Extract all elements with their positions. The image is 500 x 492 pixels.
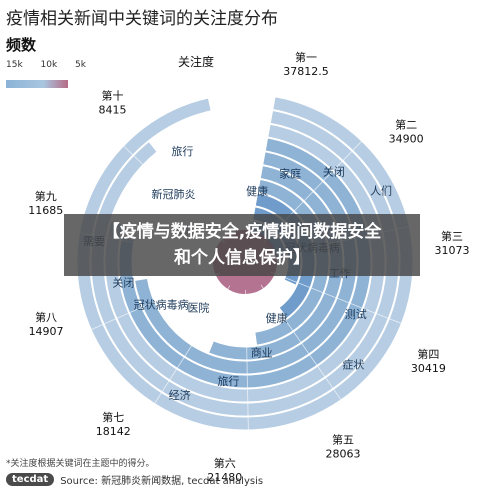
ring-bar <box>76 96 414 431</box>
banner-line: 【疫情与数据安全,疫情期间数据安全 <box>102 222 382 242</box>
keyword-label: 关闭 <box>323 165 345 179</box>
legend-ticks: 15k 10k 5k <box>6 60 86 70</box>
footer: tecdat Source: 新冠肺炎新闻数据, tecdat analysis <box>6 470 263 488</box>
topic-name: 第九 <box>35 189 57 203</box>
keyword-label: 健康 <box>266 311 288 325</box>
legend-tick: 15k <box>6 60 23 70</box>
keyword-label: 医院 <box>187 301 209 315</box>
keyword-label: 商业 <box>251 346 273 360</box>
keyword-label: 冠状病毒病 <box>134 298 189 312</box>
keyword-label: 测试 <box>345 308 367 321</box>
topic-name: 第二 <box>395 117 417 131</box>
topic-name: 第五 <box>332 432 354 446</box>
topic-name: 第七 <box>102 410 124 424</box>
header-label: 关注度 <box>178 54 214 69</box>
topic-value: 18142 <box>96 425 131 438</box>
topic-value: 34900 <box>389 132 424 145</box>
keyword-label: 家庭 <box>279 166 301 180</box>
keyword-label: 旅行 <box>171 144 193 158</box>
keyword-label: 新冠肺炎 <box>152 187 196 201</box>
banner-line: 和个人信息保护】 <box>174 248 310 268</box>
topic-name: 第八 <box>35 310 57 324</box>
legend-tick: 5k <box>75 60 86 70</box>
topic-name: 第三 <box>441 229 463 243</box>
topic-value: 21480 <box>207 471 242 484</box>
legend-gradient <box>6 80 68 88</box>
topic-value: 28063 <box>326 447 361 460</box>
topic-value: 31073 <box>435 244 470 257</box>
topic-value: 11685 <box>28 204 63 217</box>
chart-title: 疫情相关新闻中关键词的关注度分布 <box>6 9 278 29</box>
spoke <box>260 284 346 407</box>
spoke <box>245 289 249 438</box>
ring-bar <box>90 109 400 417</box>
keyword-label: 关闭 <box>112 275 134 289</box>
chart-subtitle: 频数 <box>6 36 37 54</box>
topic-name: 第六 <box>214 456 236 470</box>
spoke <box>149 285 231 411</box>
keyword-label: 症状 <box>342 358 364 372</box>
topic-name: 第四 <box>417 347 439 361</box>
overlay-banner: 【疫情与数据安全,疫情期间数据安全 和个人信息保护】 <box>64 214 420 276</box>
spoke <box>270 271 409 327</box>
legend-tick: 10k <box>40 60 58 70</box>
topic-value: 37812.5 <box>283 65 329 78</box>
spoke <box>83 272 220 334</box>
topic-name: 第十 <box>101 89 123 103</box>
tecdat-logo: tecdat <box>6 472 55 486</box>
keyword-label: 经济 <box>169 388 191 402</box>
topic-value: 8415 <box>98 104 126 117</box>
topic-name: 第一 <box>295 50 317 64</box>
keyword-label: 人们 <box>370 183 392 197</box>
footnote: *关注度根据关键词在主题中的得分。 <box>6 459 155 469</box>
keyword-label: 健康 <box>246 184 268 198</box>
topic-value: 14907 <box>29 325 64 338</box>
source-text: Source: 新冠肺炎新闻数据, tecdat analysis <box>60 475 264 487</box>
topic-value: 30419 <box>411 362 446 375</box>
keyword-label: 旅行 <box>217 374 239 388</box>
spoke <box>249 88 277 235</box>
